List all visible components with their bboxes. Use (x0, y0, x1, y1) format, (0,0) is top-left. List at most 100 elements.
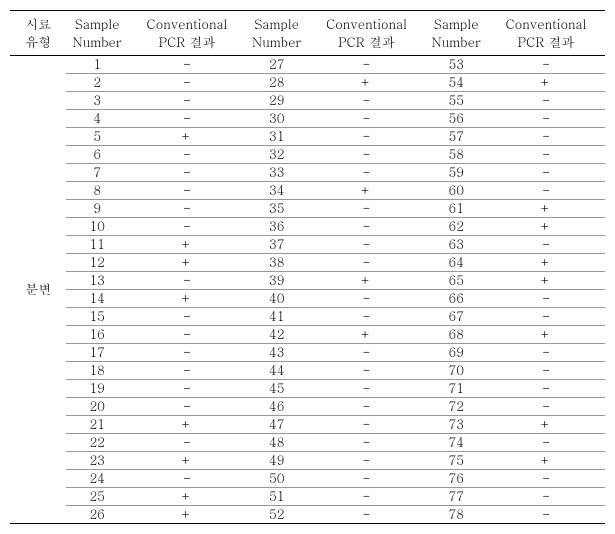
sample-number-cell: 42 (246, 326, 308, 344)
sample-number-cell: 6 (66, 146, 128, 164)
table-row: 24-50-76- (10, 470, 605, 488)
pcr-result-cell: - (307, 92, 425, 110)
table-row: 14+40-66- (10, 290, 605, 308)
pcr-results-table: 시료유형 SampleNumber ConventionalPCR 결과 Sam… (10, 10, 605, 524)
table-body: 분변1-27-53-2-28+54+3-29-55-4-30-56-5+31-5… (10, 56, 605, 524)
sample-number-cell: 34 (246, 182, 308, 200)
sample-number-cell: 29 (246, 92, 308, 110)
sample-number-cell: 25 (66, 488, 128, 506)
pcr-result-cell: + (128, 236, 246, 254)
pcr-result-cell: - (487, 362, 605, 380)
sample-number-cell: 36 (246, 218, 308, 236)
table-row: 12+38-64+ (10, 254, 605, 272)
sample-number-cell: 65 (425, 272, 487, 290)
table-row: 11+37-63- (10, 236, 605, 254)
sample-number-cell: 57 (425, 128, 487, 146)
table-row: 26+52-78- (10, 506, 605, 524)
pcr-result-cell: - (487, 398, 605, 416)
pcr-result-cell: - (307, 56, 425, 74)
pcr-result-cell: - (487, 488, 605, 506)
table-row: 23+49-75+ (10, 452, 605, 470)
pcr-result-cell: - (487, 308, 605, 326)
pcr-result-cell: - (128, 74, 246, 92)
pcr-result-cell: + (487, 200, 605, 218)
sample-number-cell: 35 (246, 200, 308, 218)
pcr-result-cell: + (128, 416, 246, 434)
sample-number-cell: 14 (66, 290, 128, 308)
pcr-result-cell: - (487, 290, 605, 308)
header-pcr-result-3: ConventionalPCR 결과 (487, 11, 605, 56)
pcr-result-cell: + (128, 506, 246, 524)
sample-number-cell: 43 (246, 344, 308, 362)
pcr-result-cell: - (128, 308, 246, 326)
sample-number-cell: 66 (425, 290, 487, 308)
sample-number-cell: 20 (66, 398, 128, 416)
sample-number-cell: 24 (66, 470, 128, 488)
pcr-result-cell: - (307, 218, 425, 236)
pcr-result-cell: + (307, 326, 425, 344)
pcr-result-cell: + (128, 290, 246, 308)
sample-type-label: 분변 (10, 56, 66, 524)
pcr-result-cell: - (128, 182, 246, 200)
sample-number-cell: 33 (246, 164, 308, 182)
sample-number-cell: 55 (425, 92, 487, 110)
sample-number-cell: 68 (425, 326, 487, 344)
table-row: 20-46-72- (10, 398, 605, 416)
sample-number-cell: 30 (246, 110, 308, 128)
pcr-result-cell: - (487, 56, 605, 74)
pcr-result-cell: - (487, 182, 605, 200)
pcr-result-cell: - (128, 272, 246, 290)
pcr-result-cell: + (307, 182, 425, 200)
pcr-result-cell: + (128, 488, 246, 506)
table-row: 21+47-73+ (10, 416, 605, 434)
sample-number-cell: 41 (246, 308, 308, 326)
pcr-result-cell: + (487, 416, 605, 434)
header-sample-number-3: SampleNumber (425, 11, 487, 56)
sample-number-cell: 75 (425, 452, 487, 470)
pcr-result-cell: - (487, 236, 605, 254)
header-pcr-result-2: ConventionalPCR 결과 (307, 11, 425, 56)
sample-number-cell: 5 (66, 128, 128, 146)
pcr-result-cell: - (487, 506, 605, 524)
table-row: 분변1-27-53- (10, 56, 605, 74)
sample-number-cell: 53 (425, 56, 487, 74)
sample-number-cell: 48 (246, 434, 308, 452)
pcr-result-cell: - (487, 164, 605, 182)
table-row: 17-43-69- (10, 344, 605, 362)
sample-number-cell: 8 (66, 182, 128, 200)
pcr-result-cell: + (487, 218, 605, 236)
sample-number-cell: 73 (425, 416, 487, 434)
pcr-result-cell: - (307, 506, 425, 524)
table-row: 4-30-56- (10, 110, 605, 128)
table-row: 7-33-59- (10, 164, 605, 182)
table-row: 15-41-67- (10, 308, 605, 326)
sample-number-cell: 27 (246, 56, 308, 74)
sample-number-cell: 11 (66, 236, 128, 254)
sample-number-cell: 31 (246, 128, 308, 146)
pcr-result-cell: - (128, 110, 246, 128)
pcr-result-cell: - (307, 398, 425, 416)
table-row: 8-34+60- (10, 182, 605, 200)
pcr-result-cell: - (128, 470, 246, 488)
table-row: 13-39+65+ (10, 272, 605, 290)
sample-number-cell: 17 (66, 344, 128, 362)
sample-number-cell: 12 (66, 254, 128, 272)
pcr-result-cell: - (307, 236, 425, 254)
sample-number-cell: 52 (246, 506, 308, 524)
sample-number-cell: 78 (425, 506, 487, 524)
pcr-result-cell: - (128, 398, 246, 416)
table-row: 22-48-74- (10, 434, 605, 452)
sample-number-cell: 45 (246, 380, 308, 398)
table-row: 10-36-62+ (10, 218, 605, 236)
pcr-result-cell: - (487, 110, 605, 128)
pcr-result-cell: - (307, 308, 425, 326)
pcr-result-cell: + (487, 326, 605, 344)
pcr-result-cell: - (307, 488, 425, 506)
sample-number-cell: 23 (66, 452, 128, 470)
table-row: 19-45-71- (10, 380, 605, 398)
table-header-row: 시료유형 SampleNumber ConventionalPCR 결과 Sam… (10, 11, 605, 56)
pcr-result-cell: - (128, 146, 246, 164)
sample-number-cell: 77 (425, 488, 487, 506)
sample-number-cell: 63 (425, 236, 487, 254)
sample-number-cell: 44 (246, 362, 308, 380)
